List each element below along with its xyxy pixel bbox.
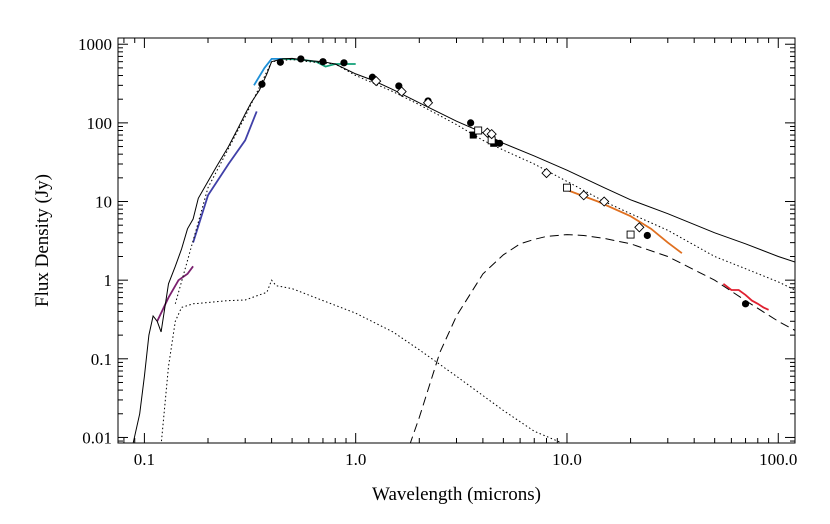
- photometry-open-diamond: [396, 86, 407, 97]
- photometry-open-square: [563, 183, 571, 192]
- axes: 0.1 1.0 10.0 100.0 0.01 0.1 1 10 100 1000: [78, 35, 797, 469]
- x-tick-label: 1.0: [345, 450, 366, 469]
- spectrum-uv_long: [192, 111, 258, 243]
- x-tick-label: 0.1: [134, 450, 155, 469]
- photometry-point: [258, 80, 266, 88]
- plot-frame: [117, 37, 796, 444]
- photometry-open-diamond: [634, 222, 645, 233]
- photometry-point: [340, 59, 348, 67]
- photometry-open-diamond: [422, 97, 434, 108]
- photometry-square: [469, 131, 477, 139]
- photometry-open-square: [626, 230, 635, 239]
- photometry-point: [643, 231, 651, 240]
- spectrum-optical_blue: [253, 58, 283, 86]
- photometry-point: [467, 119, 475, 127]
- y-tick-label: 0.01: [82, 428, 112, 447]
- spectrum-uv_short: [156, 265, 194, 322]
- photometry-open-square: [474, 126, 483, 135]
- y-tick-label: 1000: [78, 35, 112, 54]
- spectrum-far_ir: [722, 283, 769, 311]
- photometry-open-diamond: [599, 196, 610, 207]
- y-tick-label: 100: [87, 114, 113, 133]
- x-axis-title: Wavelength (microns): [372, 484, 541, 505]
- model-curve-3: [174, 58, 795, 304]
- y-axis-title: Flux Density (Jy): [32, 174, 53, 307]
- model-curve-4: [409, 234, 795, 443]
- photometry-open-diamond: [371, 75, 382, 87]
- plot-area: [132, 55, 795, 443]
- photometry-open-diamond: [541, 167, 552, 179]
- photometry-point: [741, 300, 750, 308]
- y-tick-label: 10: [95, 193, 112, 212]
- y-tick-label: 1: [104, 271, 113, 290]
- photometry-point: [297, 55, 305, 63]
- model-curve-2: [160, 279, 564, 443]
- model-curve-1: [132, 57, 795, 443]
- photometry-open-diamond: [486, 128, 497, 140]
- photometry-point: [319, 58, 327, 66]
- photometry-open-diamond: [578, 190, 589, 201]
- photometry-point: [276, 58, 284, 66]
- x-tick-label: 10.0: [552, 450, 582, 469]
- y-tick-label: 0.1: [91, 350, 112, 369]
- photometry-point: [496, 139, 504, 147]
- x-tick-label: 100.0: [759, 450, 797, 469]
- spectrum-mid_ir: [566, 189, 683, 254]
